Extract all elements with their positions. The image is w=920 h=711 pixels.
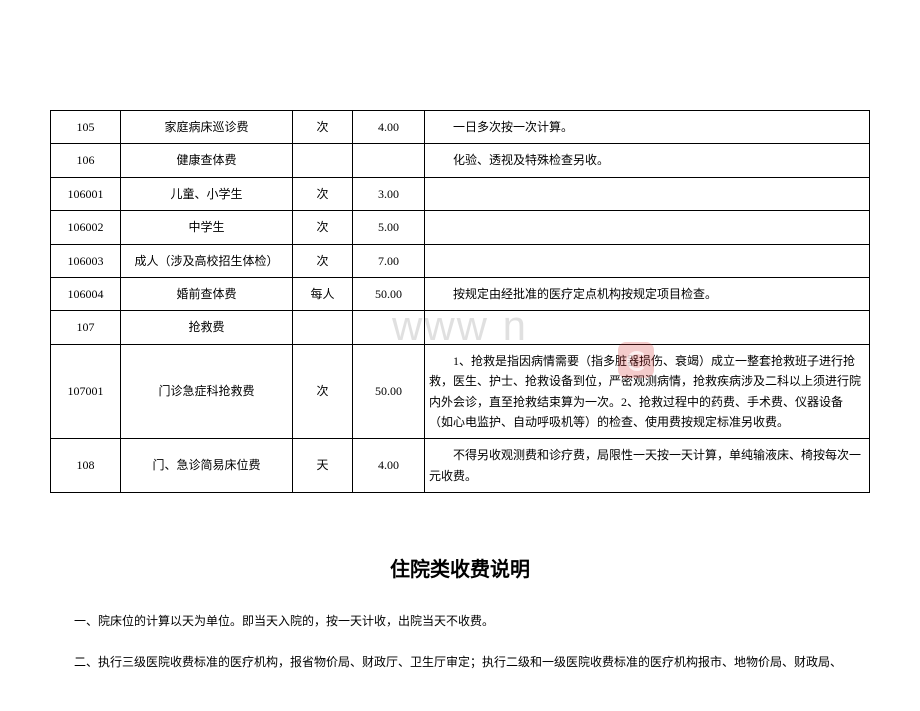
cell-unit: 次 bbox=[293, 211, 353, 244]
cell-name: 中学生 bbox=[121, 211, 293, 244]
table-row: 106004 婚前查体费 每人 50.00 按规定由经批准的医疗定点机构按规定项… bbox=[51, 277, 870, 310]
cell-price: 3.00 bbox=[353, 177, 425, 210]
cell-code: 106002 bbox=[51, 211, 121, 244]
cell-desc: 不得另收观测费和诊疗费，局限性一天按一天计算，单纯输液床、椅按每次一元收费。 bbox=[425, 439, 870, 493]
explain-p2: 二、执行三级医院收费标准的医疗机构，报省物价局、财政厅、卫生厅审定；执行二级和一… bbox=[50, 653, 870, 672]
cell-desc: 化验、透视及特殊检查另收。 bbox=[425, 144, 870, 177]
cell-name: 门诊急症科抢救费 bbox=[121, 344, 293, 439]
cell-name: 抢救费 bbox=[121, 311, 293, 344]
explain-block: 一、院床位的计算以天为单位。即当天入院的，按一天计收，出院当天不收费。 二、执行… bbox=[50, 612, 870, 672]
cell-price bbox=[353, 144, 425, 177]
cell-name: 家庭病床巡诊费 bbox=[121, 111, 293, 144]
cell-code: 106003 bbox=[51, 244, 121, 277]
section-title: 住院类收费说明 bbox=[50, 553, 870, 582]
cell-name: 婚前查体费 bbox=[121, 277, 293, 310]
cell-code: 106004 bbox=[51, 277, 121, 310]
cell-desc: 按规定由经批准的医疗定点机构按规定项目检查。 bbox=[425, 277, 870, 310]
cell-code: 106 bbox=[51, 144, 121, 177]
cell-price: 4.00 bbox=[353, 111, 425, 144]
cell-price bbox=[353, 311, 425, 344]
fee-table: 105 家庭病床巡诊费 次 4.00 一日多次按一次计算。 106 健康查体费 … bbox=[50, 110, 870, 493]
table-row: 106 健康查体费 化验、透视及特殊检查另收。 bbox=[51, 144, 870, 177]
cell-name: 健康查体费 bbox=[121, 144, 293, 177]
cell-desc: 1、抢救是指因病情需要（指多脏器损伤、衰竭）成立一整套抢救班子进行抢救，医生、护… bbox=[425, 344, 870, 439]
cell-price: 50.00 bbox=[353, 344, 425, 439]
cell-price: 50.00 bbox=[353, 277, 425, 310]
cell-code: 108 bbox=[51, 439, 121, 493]
cell-code: 106001 bbox=[51, 177, 121, 210]
table-row: 105 家庭病床巡诊费 次 4.00 一日多次按一次计算。 bbox=[51, 111, 870, 144]
table-row: 107001 门诊急症科抢救费 次 50.00 1、抢救是指因病情需要（指多脏器… bbox=[51, 344, 870, 439]
cell-price: 5.00 bbox=[353, 211, 425, 244]
cell-desc bbox=[425, 311, 870, 344]
cell-desc bbox=[425, 211, 870, 244]
cell-price: 4.00 bbox=[353, 439, 425, 493]
cell-unit bbox=[293, 311, 353, 344]
cell-unit: 天 bbox=[293, 439, 353, 493]
cell-desc bbox=[425, 244, 870, 277]
fee-table-body: 105 家庭病床巡诊费 次 4.00 一日多次按一次计算。 106 健康查体费 … bbox=[51, 111, 870, 493]
cell-price: 7.00 bbox=[353, 244, 425, 277]
table-row: 108 门、急诊简易床位费 天 4.00 不得另收观测费和诊疗费，局限性一天按一… bbox=[51, 439, 870, 493]
table-row: 106001 儿童、小学生 次 3.00 bbox=[51, 177, 870, 210]
table-row: 107 抢救费 bbox=[51, 311, 870, 344]
cell-unit: 次 bbox=[293, 244, 353, 277]
explain-p1: 一、院床位的计算以天为单位。即当天入院的，按一天计收，出院当天不收费。 bbox=[50, 612, 870, 631]
cell-code: 105 bbox=[51, 111, 121, 144]
table-row: 106003 成人（涉及高校招生体检） 次 7.00 bbox=[51, 244, 870, 277]
table-row: 106002 中学生 次 5.00 bbox=[51, 211, 870, 244]
cell-name: 成人（涉及高校招生体检） bbox=[121, 244, 293, 277]
cell-desc bbox=[425, 177, 870, 210]
cell-name: 门、急诊简易床位费 bbox=[121, 439, 293, 493]
cell-unit bbox=[293, 144, 353, 177]
cell-code: 107001 bbox=[51, 344, 121, 439]
cell-unit: 次 bbox=[293, 177, 353, 210]
cell-unit: 次 bbox=[293, 111, 353, 144]
cell-desc: 一日多次按一次计算。 bbox=[425, 111, 870, 144]
cell-name: 儿童、小学生 bbox=[121, 177, 293, 210]
cell-unit: 次 bbox=[293, 344, 353, 439]
cell-unit: 每人 bbox=[293, 277, 353, 310]
cell-code: 107 bbox=[51, 311, 121, 344]
